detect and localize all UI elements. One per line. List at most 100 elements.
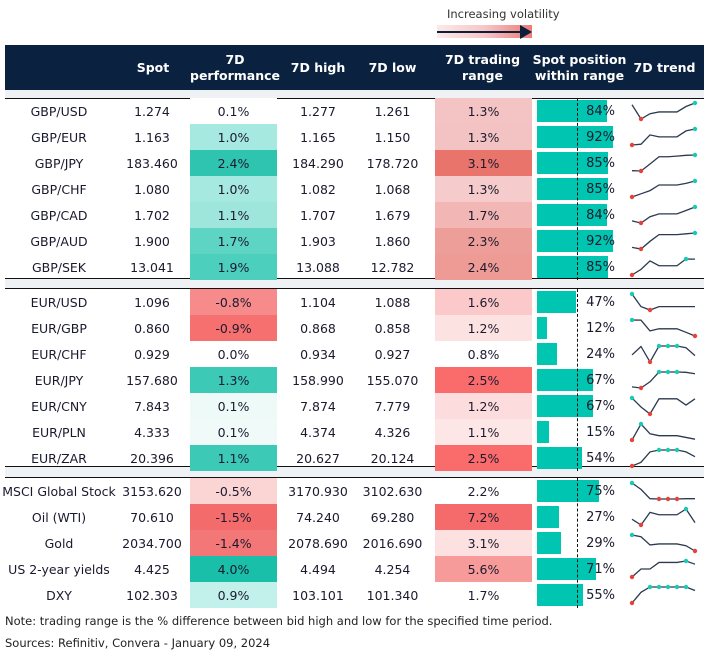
- trend-line: [631, 345, 696, 364]
- position-percent: 92%: [586, 129, 615, 145]
- group-divider: [5, 279, 704, 289]
- cell-perf: 0.1%: [190, 393, 277, 419]
- cell-range: 1.2%: [435, 315, 532, 341]
- trend-sparkline: [631, 343, 696, 365]
- trend-line: [631, 508, 696, 526]
- cell-low: 0.858: [374, 320, 411, 336]
- trend-sparkline: [629, 480, 695, 502]
- cell-spot: 1.096: [134, 294, 170, 310]
- midpoint-line: [577, 478, 578, 608]
- cell-low: 3102.630: [362, 483, 423, 499]
- cell-name: US 2-year yields: [8, 561, 110, 577]
- trend-max-marker: [629, 317, 635, 323]
- group-divider: [5, 90, 704, 99]
- cell-range: 5.6%: [435, 556, 532, 582]
- trend-max-marker: [656, 369, 662, 375]
- trend-min-marker: [647, 307, 653, 313]
- cell-perf: -0.8%: [190, 289, 277, 315]
- position-percent: 85%: [586, 259, 615, 275]
- trend-line: [631, 371, 696, 389]
- cell-name: GBP/CHF: [31, 181, 87, 197]
- cell-high: 2078.690: [288, 535, 348, 551]
- cell-spot: 183.460: [126, 155, 178, 171]
- table-row: MSCI Global Stock 3153.620 -0.5% 3170.930 31…: [0, 478, 699, 504]
- cell-low: 1.679: [374, 207, 411, 223]
- table-row: DXY 102.303 0.9% 103.101 101.340 1.7% 55%: [0, 582, 699, 608]
- cell-high: 1.277: [300, 103, 336, 119]
- cell-high: 13.088: [296, 259, 340, 275]
- trend-max-marker: [683, 584, 689, 590]
- table-row: EUR/PLN 4.333 0.1% 4.374 4.326 1.1% 15%: [0, 419, 699, 445]
- position-percent: 71%: [586, 561, 615, 577]
- trend-sparkline: [629, 178, 698, 200]
- cell-spot: 157.680: [126, 372, 178, 388]
- cell-high: 74.240: [296, 509, 340, 525]
- cell-low: 0.927: [374, 346, 411, 362]
- trend-line: [631, 154, 696, 172]
- position-percent: 24%: [586, 346, 615, 362]
- cell-high: 4.494: [300, 561, 336, 577]
- trend-min-marker: [638, 220, 644, 226]
- trend-sparkline: [631, 506, 696, 528]
- cell-low: 1.261: [374, 103, 411, 119]
- cell-name: EUR/ZAR: [31, 450, 87, 466]
- trend-max-marker: [665, 447, 671, 453]
- cell-name: GBP/SEK: [31, 259, 87, 275]
- trend-max-marker: [692, 230, 698, 236]
- position-bar: [537, 447, 582, 469]
- cell-spot: 7.843: [134, 398, 170, 414]
- cell-range: 2.5%: [435, 367, 532, 393]
- cell-spot: 0.860: [134, 320, 170, 336]
- trend-min-marker: [629, 272, 635, 278]
- trend-max-marker: [692, 100, 698, 106]
- trend-sparkline: [629, 584, 696, 606]
- position-percent: 12%: [586, 320, 615, 336]
- cell-low: 69.280: [370, 509, 415, 525]
- cell-perf: 1.7%: [190, 228, 277, 254]
- table-row: EUR/JPY 157.680 1.3% 158.990 155.070 2.5% 67%: [0, 367, 699, 393]
- cell-high: 103.101: [292, 587, 344, 603]
- trend-min-marker: [647, 359, 653, 365]
- trend-min-marker: [638, 116, 644, 122]
- trend-max-marker: [692, 204, 698, 210]
- trend-sparkline: [629, 558, 696, 580]
- header-trend: 7D trend: [633, 59, 696, 75]
- trend-max-marker: [656, 343, 662, 349]
- cell-name: GBP/CAD: [30, 207, 88, 223]
- trend-sparkline: [629, 291, 695, 313]
- cell-name: MSCI Global Stock: [2, 483, 116, 499]
- position-bar: [537, 584, 583, 606]
- sources: Sources: Refinitiv, Convera - January 09…: [5, 636, 271, 650]
- trend-min-marker: [692, 333, 698, 339]
- trend-min-marker: [629, 142, 635, 148]
- trend-line: [631, 293, 695, 311]
- position-bar: [537, 532, 562, 554]
- cell-range: 1.1%: [435, 419, 532, 445]
- cell-perf: 1.9%: [190, 254, 277, 280]
- cell-name: EUR/CHF: [31, 346, 87, 362]
- table-row: EUR/GBP 0.860 -0.9% 0.868 0.858 1.2% 12%: [0, 315, 699, 341]
- trend-sparkline: [629, 256, 696, 278]
- cell-range: 3.1%: [435, 530, 532, 556]
- trend-min-marker: [629, 600, 635, 606]
- cell-low: 1.150: [374, 129, 411, 145]
- cell-high: 1.082: [300, 181, 336, 197]
- cell-perf: 0.1%: [190, 419, 277, 445]
- trend-max-marker: [665, 584, 671, 590]
- position-bar: [537, 204, 607, 226]
- trend-line: [631, 534, 696, 552]
- trend-line: [631, 586, 696, 604]
- header-spot: Spot: [136, 59, 170, 75]
- trend-sparkline: [631, 100, 698, 122]
- position-percent: 29%: [586, 535, 615, 551]
- position-percent: 84%: [586, 207, 615, 223]
- position-percent: 47%: [586, 294, 615, 310]
- trend-min-marker: [656, 496, 662, 502]
- trend-min-marker: [638, 385, 644, 391]
- cell-perf: 1.0%: [190, 124, 277, 150]
- position-bar: [537, 421, 550, 443]
- trend-min-marker: [665, 496, 671, 502]
- trend-max-marker: [629, 480, 635, 486]
- cell-name: EUR/CNY: [31, 398, 87, 414]
